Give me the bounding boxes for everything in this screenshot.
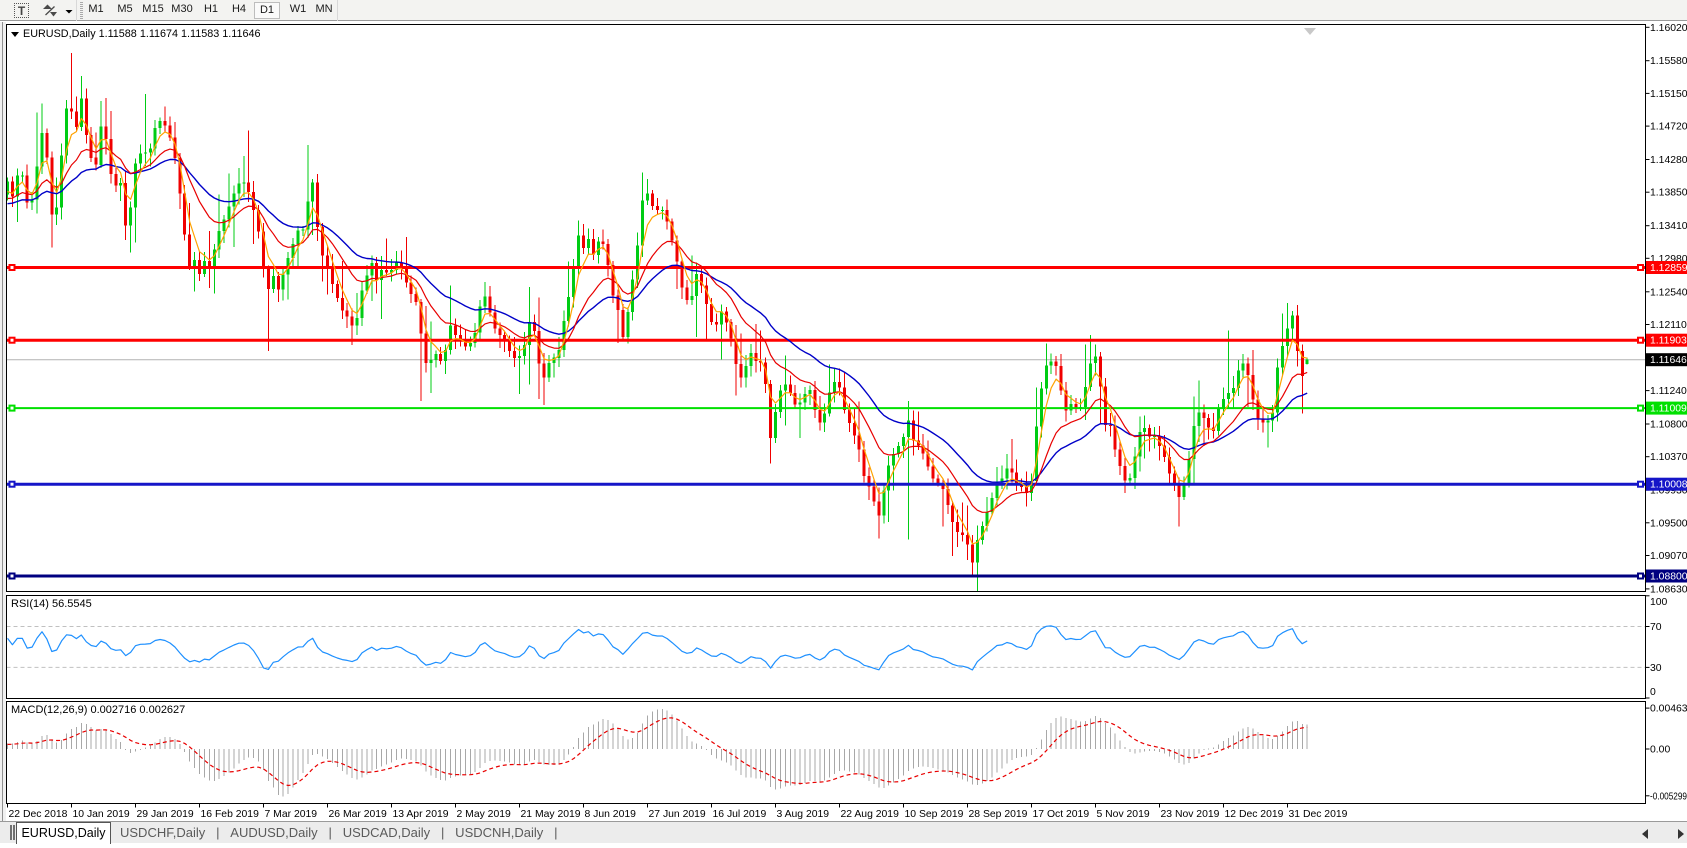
svg-text:31 Dec 2019: 31 Dec 2019 [1289, 809, 1348, 820]
svg-text:1.15150: 1.15150 [1650, 89, 1687, 100]
svg-text:10 Jan 2019: 10 Jan 2019 [73, 809, 130, 820]
svg-text:16 Jul 2019: 16 Jul 2019 [713, 809, 767, 820]
svg-text:1.13410: 1.13410 [1650, 221, 1687, 232]
svg-text:1.14280: 1.14280 [1650, 155, 1687, 166]
svg-text:1.09930: 1.09930 [1650, 486, 1687, 497]
svg-text:27 Jun 2019: 27 Jun 2019 [649, 809, 706, 820]
svg-text:30: 30 [1650, 663, 1662, 674]
svg-text:28 Sep 2019: 28 Sep 2019 [969, 809, 1028, 820]
svg-text:1.09070: 1.09070 [1650, 551, 1687, 562]
svg-text:23 Nov 2019: 23 Nov 2019 [1161, 809, 1220, 820]
svg-text:1.12110: 1.12110 [1650, 320, 1687, 331]
svg-text:1.09500: 1.09500 [1650, 518, 1687, 529]
svg-text:1.08800: 1.08800 [1650, 572, 1687, 583]
svg-text:17 Oct 2019: 17 Oct 2019 [1033, 809, 1090, 820]
svg-text:13 Apr 2019: 13 Apr 2019 [393, 809, 449, 820]
svg-text:-0.005299: -0.005299 [1650, 791, 1687, 802]
svg-text:EURUSD,Daily 1.11588 1.11674: EURUSD,Daily 1.11588 1.11674 1.11583 1.1… [23, 28, 261, 40]
svg-text:7 Mar 2019: 7 Mar 2019 [265, 809, 318, 820]
svg-text:1.11903: 1.11903 [1650, 336, 1687, 347]
svg-text:1.08630: 1.08630 [1650, 584, 1687, 595]
svg-text:70: 70 [1650, 622, 1662, 633]
svg-text:1.11009: 1.11009 [1650, 404, 1687, 415]
svg-text:1.13850: 1.13850 [1650, 188, 1687, 199]
svg-text:1.12980: 1.12980 [1650, 254, 1687, 265]
svg-text:1.10370: 1.10370 [1650, 452, 1687, 463]
svg-text:0.00: 0.00 [1650, 745, 1670, 756]
svg-text:29 Jan 2019: 29 Jan 2019 [137, 809, 194, 820]
svg-text:5 Nov 2019: 5 Nov 2019 [1097, 809, 1150, 820]
svg-text:0: 0 [1650, 687, 1656, 698]
svg-text:RSI(14) 56.5545: RSI(14) 56.5545 [11, 598, 92, 610]
svg-text:10 Sep 2019: 10 Sep 2019 [905, 809, 964, 820]
svg-text:1.12540: 1.12540 [1650, 287, 1687, 298]
svg-text:22 Dec 2018: 22 Dec 2018 [9, 809, 68, 820]
svg-text:1.15580: 1.15580 [1650, 56, 1687, 67]
svg-text:MACD(12,26,9) 0.002716 0.00262: MACD(12,26,9) 0.002716 0.002627 [11, 704, 185, 716]
svg-text:1.11646: 1.11646 [1650, 355, 1687, 366]
svg-text:8 Jun 2019: 8 Jun 2019 [585, 809, 637, 820]
svg-text:22 Aug 2019: 22 Aug 2019 [841, 809, 900, 820]
svg-text:12 Dec 2019: 12 Dec 2019 [1225, 809, 1284, 820]
svg-text:1.10800: 1.10800 [1650, 420, 1687, 431]
svg-text:0.00463: 0.00463 [1650, 704, 1687, 715]
svg-text:1.14720: 1.14720 [1650, 122, 1687, 133]
svg-text:100: 100 [1650, 597, 1668, 608]
svg-text:2 May 2019: 2 May 2019 [457, 809, 512, 820]
svg-text:16 Feb 2019: 16 Feb 2019 [201, 809, 260, 820]
svg-text:1.16020: 1.16020 [1650, 23, 1687, 34]
svg-text:1.11240: 1.11240 [1650, 386, 1687, 397]
svg-text:1.12859: 1.12859 [1650, 263, 1687, 274]
svg-text:1.10008: 1.10008 [1650, 480, 1687, 491]
svg-text:26 Mar 2019: 26 Mar 2019 [329, 809, 388, 820]
svg-text:21 May 2019: 21 May 2019 [521, 809, 581, 820]
svg-text:3 Aug 2019: 3 Aug 2019 [777, 809, 830, 820]
